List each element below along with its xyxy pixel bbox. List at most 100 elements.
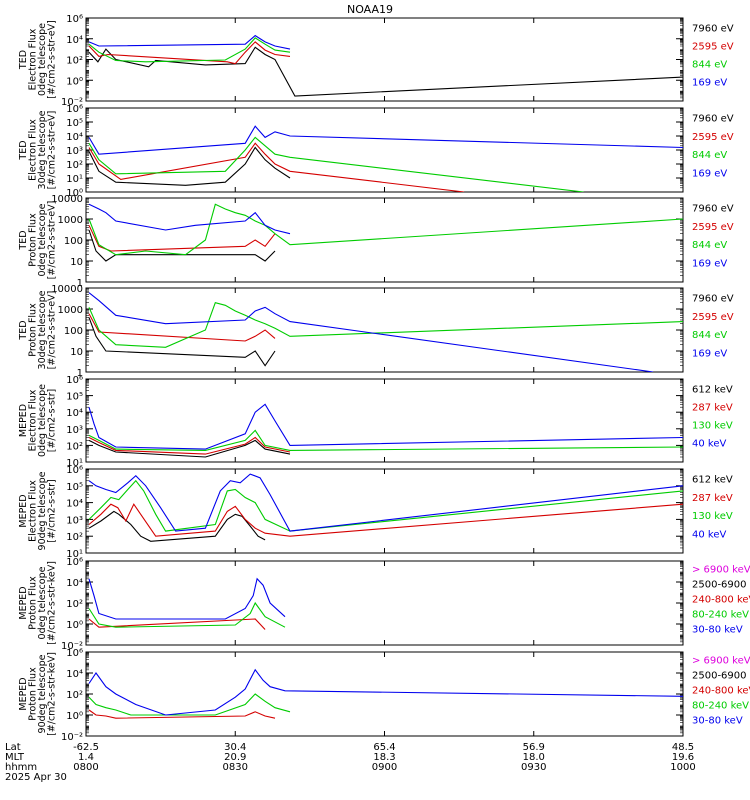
- series-844-ev: [88, 203, 683, 256]
- y-tick-label: 100: [64, 326, 83, 337]
- y-axis-label-line: MEPED: [18, 586, 29, 619]
- y-tick-label: 10⁰: [66, 620, 83, 631]
- series-612-kev: [88, 439, 291, 458]
- legend-item: > 6900 keV: [692, 564, 750, 575]
- y-axis-label: MEPEDElectron Flux0deg telescope[#/cm2-s…: [18, 384, 58, 457]
- legend-item: 844 eV: [692, 150, 727, 161]
- legend-item: 40 keV: [692, 439, 726, 450]
- legend-item: 240-800 keV: [692, 594, 750, 605]
- legend-item: 169 eV: [692, 348, 727, 359]
- y-axis-label-line: 90deg telescope: [37, 654, 48, 733]
- legend-item: 7960 eV: [692, 114, 734, 125]
- legend-item: 80-240 keV: [692, 609, 749, 620]
- y-tick-label: 10000: [51, 284, 83, 295]
- series-group: [88, 203, 683, 262]
- y-tick-label: 10⁶: [66, 104, 83, 115]
- y-axis-label-line: MEPED: [18, 404, 29, 437]
- x-row-label: MLT: [5, 752, 25, 763]
- y-tick-label: 10¹: [66, 174, 83, 185]
- y-tick-label: 10⁰: [66, 711, 83, 722]
- y-tick-label: 10: [70, 347, 83, 358]
- legend-item: 2595 eV: [692, 132, 734, 143]
- series-2595-ev: [88, 313, 276, 342]
- panel-4: 10000 1000 100 10 1 TEDProton Flux30deg teles…: [18, 284, 734, 379]
- legend: 7960 eV 2595 eV 844 eV 169 eV: [692, 294, 734, 360]
- x-tick-label: 56.9: [523, 742, 545, 753]
- y-axis-label-line: TED: [18, 320, 29, 340]
- y-tick-label: 10⁶: [66, 465, 83, 476]
- series-130-kev: [88, 479, 683, 532]
- legend-item: 130 keV: [692, 511, 733, 522]
- x-tick-label: 0830: [223, 762, 248, 773]
- y-tick-label: 10⁵: [66, 482, 83, 493]
- legend-item: 612 keV: [692, 385, 733, 396]
- panel-2: 10⁶ 10⁵ 10⁴ 10³ 10² 10¹ 10⁰ TEDElectron Flux30d…: [18, 104, 734, 199]
- y-tick-label: 10⁴: [66, 35, 83, 46]
- series-169-ev: [88, 125, 683, 155]
- x-tick-label: 0800: [73, 762, 98, 773]
- legend-item: 30-80 keV: [692, 624, 743, 635]
- x-tick-label: 30.4: [224, 742, 246, 753]
- y-axis-label-line: Proton Flux: [28, 213, 39, 267]
- series-287-kev: [88, 503, 683, 537]
- y-axis-label-line: Electron Flux: [28, 389, 39, 451]
- x-tick-label: 0930: [521, 762, 546, 773]
- y-tick-label: 10⁶: [66, 648, 83, 659]
- series-130-kev: [88, 429, 683, 451]
- y-tick-label: 10⁶: [66, 375, 83, 386]
- minor-ticks: [86, 561, 683, 643]
- panel-frame: [85, 287, 684, 373]
- y-tick-label: 10¹: [66, 458, 83, 469]
- series-40-kev: [88, 473, 683, 532]
- series-30-80-kev: [88, 668, 683, 716]
- legend-item: 844 eV: [692, 240, 727, 251]
- y-tick-label: 10⁻²: [61, 97, 83, 108]
- y-axis-label-line: TED: [18, 230, 29, 250]
- legend-item: 287 keV: [692, 493, 733, 504]
- panel-6: 10⁶ 10⁵ 10⁴ 10³ 10² 10¹ MEPEDElectron Flux90de…: [18, 465, 733, 560]
- y-tick-label: 10⁵: [66, 118, 83, 129]
- x-tick-label: 18.3: [373, 752, 395, 763]
- y-tick-label: 10⁴: [66, 669, 83, 680]
- y-tick-label: 10²: [66, 160, 83, 171]
- x-row-label: hhmm: [5, 762, 37, 773]
- series-7960-ev: [88, 46, 683, 97]
- y-tick-label: 10⁴: [66, 499, 83, 510]
- panel-frame: [85, 560, 684, 646]
- x-tick-label: 20.9: [224, 752, 246, 763]
- y-axis-label-line: Proton Flux: [28, 576, 39, 630]
- panel-frame: [85, 197, 684, 283]
- y-tick-label: 10³: [66, 425, 83, 436]
- y-tick-label: 10⁴: [66, 132, 83, 143]
- y-tick-label: 1: [77, 368, 83, 379]
- y-tick-label: 10⁰: [66, 76, 83, 87]
- y-tick-label: 100: [64, 236, 83, 247]
- legend-item: 2595 eV: [692, 222, 734, 233]
- y-axis-label-line: [#/cm2-s-str-eV]: [47, 291, 58, 370]
- y-axis-label: MEPEDElectron Flux90deg telescope[#/cm2-…: [18, 471, 58, 550]
- legend-item: 240-800 keV: [692, 685, 750, 696]
- y-axis-label-line: MEPED: [18, 494, 29, 527]
- y-tick-label: 10⁻²: [61, 641, 83, 652]
- legend-item: 130 keV: [692, 421, 733, 432]
- y-axis-label-line: TED: [18, 140, 29, 160]
- series-844-ev: [88, 37, 291, 63]
- legend: 612 keV 287 keV 130 keV 40 keV: [692, 385, 733, 450]
- legend: 612 keV 287 keV 130 keV 40 keV: [692, 475, 733, 541]
- legend: > 6900 keV 2500-6900 240-800 keV 80-240 keV…: [692, 564, 750, 635]
- y-axis-label: TEDProton Flux0deg telescope[#/cm2-s-str…: [18, 201, 58, 280]
- y-axis-label-line: [#/cm2-s-str-keV]: [47, 561, 58, 645]
- panel-5: 10⁶ 10⁵ 10⁴ 10³ 10² 10¹ MEPEDElectron Flux0deg…: [18, 375, 733, 469]
- series-2595-ev: [88, 41, 291, 65]
- x-tick-label: -62.5: [73, 742, 99, 753]
- y-axis-label-line: MEPED: [18, 677, 29, 710]
- figure-title: NOAA19: [347, 3, 393, 16]
- y-axis-label-line: [#/cm2-s-str-eV]: [47, 20, 58, 99]
- y-tick-label: 10⁵: [66, 392, 83, 403]
- y-tick-label: 1000: [58, 305, 83, 316]
- y-axis-label: TEDElectron Flux30deg telescope[#/cm2-s-…: [18, 110, 58, 189]
- y-tick-label: 10000: [51, 194, 83, 205]
- series-7960-ev: [88, 146, 291, 186]
